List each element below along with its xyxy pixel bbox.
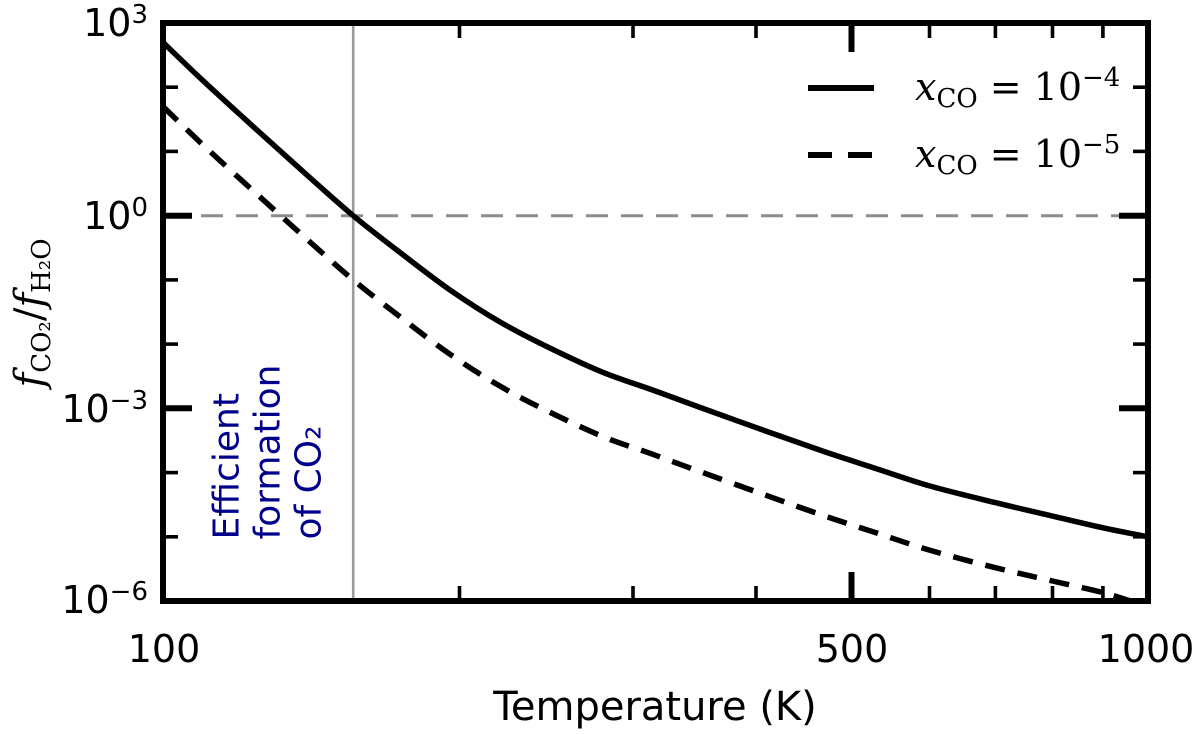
y-tick-base: 10 bbox=[61, 578, 110, 622]
annotation-line: formation bbox=[247, 364, 289, 540]
legend-sub: CO bbox=[936, 83, 978, 114]
y-tick-base: 10 bbox=[83, 194, 132, 238]
y-tick-exp: −3 bbox=[109, 386, 148, 416]
series-solid bbox=[166, 41, 1145, 540]
ylabel-sub1: CO₂ bbox=[27, 321, 57, 373]
x-tick-label-500: 500 bbox=[815, 627, 889, 671]
legend-line-solid-sample bbox=[808, 85, 874, 91]
x-tick-label-100: 100 bbox=[127, 627, 201, 671]
plot-frame bbox=[160, 20, 1151, 604]
legend-eq: = 10 bbox=[977, 64, 1083, 109]
legend-entry-solid: xCO = 10−4 bbox=[808, 60, 1120, 116]
legend-var: x bbox=[915, 131, 937, 176]
y-tick-label-1e-6: 10−6 bbox=[24, 577, 148, 623]
y-tick-exp: 0 bbox=[131, 193, 148, 223]
annotation-line: of CO₂ bbox=[288, 425, 330, 540]
y-axis-label: fCO₂/fH₂O bbox=[7, 193, 57, 433]
series-dashed bbox=[166, 105, 1131, 598]
y-tick-exp: −6 bbox=[109, 577, 148, 607]
legend-eq: = 10 bbox=[977, 131, 1083, 176]
legend-label-solid: xCO = 10−4 bbox=[915, 65, 1120, 112]
x-axis-label: Temperature (K) bbox=[493, 684, 817, 730]
y-tick-base: 10 bbox=[83, 1, 132, 45]
legend-label-dashed: xCO = 10−5 bbox=[915, 132, 1120, 179]
legend-sub: CO bbox=[936, 150, 978, 181]
y-tick-label-1e0: 100 bbox=[24, 193, 148, 239]
y-tick-base: 10 bbox=[61, 387, 110, 431]
legend-exp: −4 bbox=[1082, 62, 1121, 93]
ylabel-sub2: H₂O bbox=[27, 238, 57, 293]
y-tick-label-1e-3: 10−3 bbox=[24, 386, 148, 432]
ylabel-f2: f bbox=[7, 292, 53, 308]
annotation-efficient-formation: Efficient formation of CO₂ bbox=[207, 365, 330, 540]
legend-line-dashed-sample bbox=[808, 152, 874, 158]
ylabel-f1: f bbox=[7, 372, 53, 388]
y-tick-label-1e3: 103 bbox=[24, 0, 148, 46]
y-tick-exp: 3 bbox=[131, 0, 148, 30]
legend-entry-dashed: xCO = 10−5 bbox=[808, 127, 1120, 183]
ylabel-slash: / bbox=[7, 307, 53, 322]
legend-exp: −5 bbox=[1082, 129, 1121, 160]
x-tick-label-1000: 1000 bbox=[1097, 627, 1195, 671]
annotation-line: Efficient bbox=[206, 393, 248, 540]
legend-var: x bbox=[915, 64, 937, 109]
